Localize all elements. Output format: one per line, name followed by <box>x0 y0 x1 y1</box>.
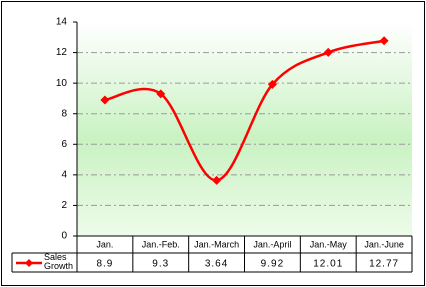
x-tick-label: Jan.-Feb. <box>142 239 180 249</box>
y-tick-label: 2 <box>61 200 67 211</box>
marker <box>267 79 277 89</box>
y-tick-label: 6 <box>61 139 67 150</box>
y-tick-label: 14 <box>56 17 68 28</box>
data-label: 12.01 <box>313 259 343 270</box>
plot-area <box>77 22 412 236</box>
data-label: 3.64 <box>205 259 228 270</box>
legend-key-marker <box>25 259 33 267</box>
x-tick-label: Jan.-March <box>194 239 239 249</box>
y-tick-label: 10 <box>56 78 68 89</box>
x-tick-label: Jan.-May <box>310 239 348 249</box>
x-tick-label: Jan.-June <box>364 239 404 249</box>
data-label: 9.92 <box>261 259 284 270</box>
y-tick-label: 4 <box>61 169 67 180</box>
marker <box>323 47 333 57</box>
data-label: 12.77 <box>369 259 399 270</box>
marker <box>212 175 222 185</box>
x-tick-label: Jan.-April <box>253 239 291 249</box>
marker <box>379 36 389 46</box>
y-tick-label: 0 <box>61 231 67 242</box>
data-label: 8.9 <box>96 259 113 270</box>
marker <box>100 95 110 105</box>
marker <box>156 89 166 99</box>
y-tick-label: 12 <box>56 47 68 58</box>
legend-label: Sales Growth <box>44 252 74 271</box>
data-label: 9.3 <box>152 259 169 270</box>
x-tick-label: Jan. <box>96 239 113 249</box>
y-tick-label: 8 <box>61 108 67 119</box>
